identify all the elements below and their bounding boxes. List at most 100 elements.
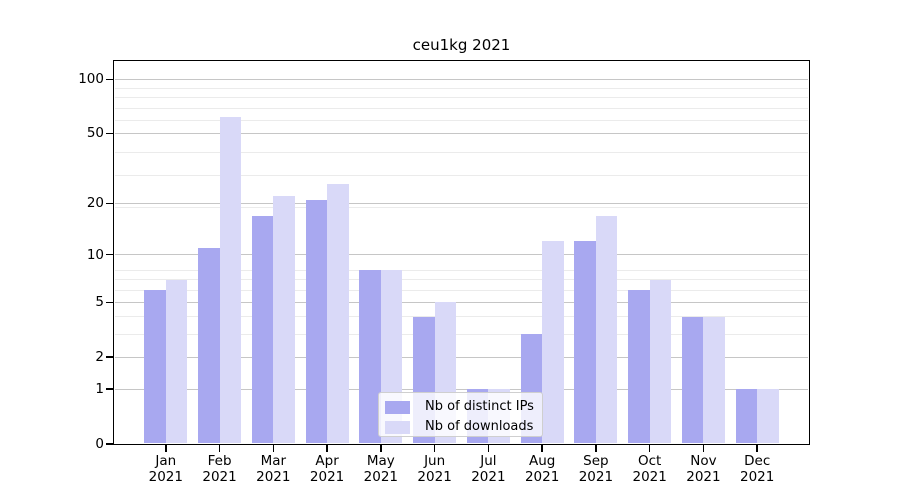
x-tick-year: 2021 bbox=[740, 469, 775, 485]
x-tick-label-dec: Dec 2021 bbox=[725, 453, 789, 485]
bar-downloads-apr bbox=[327, 183, 349, 443]
minor-gridline bbox=[115, 107, 808, 109]
major-gridline bbox=[115, 78, 808, 80]
y-tick-mark bbox=[106, 132, 113, 135]
x-tick-month: Feb bbox=[207, 453, 232, 469]
x-tick-label-nov: Nov 2021 bbox=[671, 453, 735, 485]
y-tick-mark bbox=[106, 356, 113, 358]
x-tick-mark bbox=[272, 445, 275, 452]
y-tick-label: 100 bbox=[78, 71, 104, 88]
x-tick-year: 2021 bbox=[686, 469, 721, 485]
bar-downloads-mar bbox=[273, 196, 295, 443]
x-tick-mark bbox=[702, 445, 705, 452]
y-tick-mark bbox=[106, 78, 113, 81]
x-tick-year: 2021 bbox=[148, 469, 183, 485]
legend-label: Nb of downloads bbox=[425, 419, 534, 434]
x-tick-year: 2021 bbox=[632, 469, 667, 485]
x-tick-mark bbox=[648, 445, 651, 452]
x-tick-mark bbox=[326, 445, 328, 452]
x-tick-month: Jul bbox=[480, 453, 497, 469]
major-gridline bbox=[115, 132, 808, 134]
x-tick-label-sep: Sep 2021 bbox=[564, 453, 628, 485]
bar-downloads-dec bbox=[757, 389, 779, 443]
y-tick-label: 5 bbox=[95, 294, 104, 311]
bar-downloads-aug bbox=[542, 241, 564, 443]
bar-distinct-ips-dec bbox=[735, 389, 758, 443]
minor-gridline bbox=[115, 333, 808, 335]
x-tick-label-oct: Oct 2021 bbox=[618, 453, 682, 485]
y-tick-label: 10 bbox=[86, 246, 104, 263]
major-gridline bbox=[115, 202, 808, 204]
bar-distinct-ips-oct bbox=[628, 290, 650, 443]
bar-distinct-ips-jan bbox=[144, 290, 166, 443]
bar-downloads-sep bbox=[595, 215, 618, 443]
legend: Nb of distinct IPs Nb of downloads bbox=[378, 392, 543, 437]
major-gridline bbox=[115, 356, 808, 358]
x-tick-year: 2021 bbox=[202, 469, 237, 485]
x-tick-mark bbox=[380, 445, 382, 452]
x-tick-month: May bbox=[366, 453, 395, 469]
minor-gridline bbox=[115, 174, 808, 176]
x-tick-label-jan: Jan 2021 bbox=[134, 453, 198, 485]
x-tick-year: 2021 bbox=[524, 469, 560, 485]
minor-gridline bbox=[115, 119, 808, 121]
x-tick-month: Apr bbox=[315, 453, 339, 469]
x-tick-mark bbox=[541, 445, 543, 452]
minor-gridline bbox=[115, 279, 808, 281]
x-tick-label-aug: Aug 2021 bbox=[510, 453, 574, 485]
y-tick-mark bbox=[106, 443, 113, 445]
y-tick-label: 1 bbox=[95, 381, 104, 398]
x-tick-month: Jan bbox=[155, 453, 177, 469]
bar-distinct-ips-nov bbox=[681, 316, 704, 443]
x-tick-month: Nov bbox=[690, 453, 717, 469]
legend-row: Nb of downloads bbox=[379, 419, 539, 435]
x-tick-month: Oct bbox=[638, 453, 662, 469]
bar-distinct-ips-feb bbox=[198, 247, 220, 443]
y-tick-mark bbox=[106, 202, 113, 205]
x-tick-month: Jun bbox=[424, 453, 446, 469]
minor-gridline bbox=[115, 289, 808, 291]
major-gridline bbox=[115, 388, 808, 390]
minor-gridline bbox=[115, 87, 808, 89]
y-tick-mark bbox=[106, 301, 113, 304]
x-tick-label-mar: Mar 2021 bbox=[241, 453, 305, 485]
minor-gridline bbox=[115, 206, 808, 208]
minor-gridline bbox=[115, 97, 808, 99]
x-tick-label-jul: Jul 2021 bbox=[456, 453, 520, 485]
x-tick-mark bbox=[756, 445, 758, 452]
y-tick-label: 50 bbox=[86, 125, 104, 142]
x-tick-mark bbox=[218, 445, 221, 452]
bar-distinct-ips-may bbox=[359, 270, 381, 443]
x-tick-month: Sep bbox=[583, 453, 609, 469]
bar-distinct-ips-sep bbox=[574, 241, 596, 443]
major-gridline bbox=[115, 254, 808, 256]
bar-downloads-jan bbox=[165, 279, 188, 443]
y-tick-mark bbox=[106, 388, 113, 391]
minor-gridline bbox=[115, 316, 808, 318]
minor-gridline bbox=[115, 152, 808, 154]
x-tick-month: Mar bbox=[260, 453, 287, 469]
x-tick-mark bbox=[433, 445, 436, 452]
bar-distinct-ips-apr bbox=[305, 199, 328, 443]
x-tick-year: 2021 bbox=[417, 469, 452, 485]
x-tick-mark bbox=[487, 445, 490, 452]
bar-downloads-feb bbox=[219, 116, 242, 443]
x-tick-label-feb: Feb 2021 bbox=[188, 453, 252, 485]
minor-gridline bbox=[115, 269, 808, 271]
x-tick-label-apr: Apr 2021 bbox=[295, 453, 359, 485]
x-tick-label-may: May 2021 bbox=[349, 453, 413, 485]
x-tick-year: 2021 bbox=[256, 469, 291, 485]
y-tick-label: 20 bbox=[86, 195, 104, 212]
y-tick-label: 2 bbox=[95, 349, 104, 366]
bar-distinct-ips-mar bbox=[251, 215, 274, 443]
x-tick-mark bbox=[595, 445, 597, 452]
y-tick-mark bbox=[106, 253, 113, 256]
x-tick-month: Aug bbox=[528, 453, 556, 469]
legend-swatch-icon bbox=[385, 421, 410, 434]
bar-downloads-nov bbox=[703, 316, 725, 443]
x-tick-year: 2021 bbox=[363, 469, 399, 485]
bar-downloads-oct bbox=[649, 279, 672, 443]
legend-swatch-icon bbox=[385, 401, 410, 414]
chart-title: ceu1kg 2021 bbox=[412, 36, 511, 54]
